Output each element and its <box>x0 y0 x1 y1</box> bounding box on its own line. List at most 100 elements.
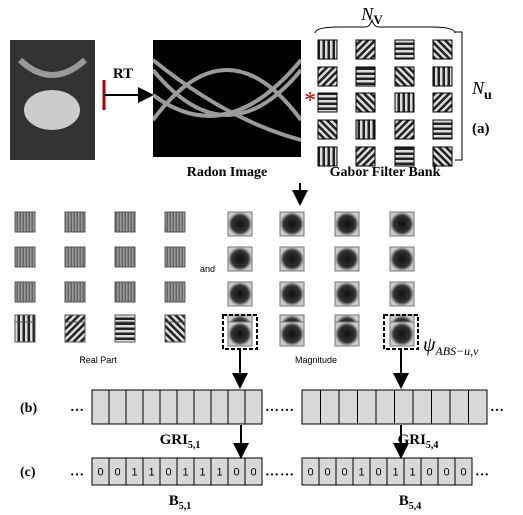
real-part <box>65 212 85 232</box>
magnitude <box>228 322 252 346</box>
real-part <box>165 212 185 232</box>
star: * <box>304 88 316 114</box>
diagram: RT * NV Nu (a) Radon Image Gabor Filter … <box>0 0 523 515</box>
gabor-filter <box>433 67 452 86</box>
cell <box>211 390 228 424</box>
xray-shape <box>24 90 80 130</box>
magnitude <box>390 322 414 346</box>
cell <box>450 390 469 424</box>
bit: 1 <box>199 467 205 479</box>
real-part <box>115 247 135 267</box>
gabor-filter <box>318 93 337 112</box>
real-part <box>15 322 35 342</box>
radon-caption: Radon Image <box>187 165 268 180</box>
bit: 0 <box>114 467 120 479</box>
bit: 1 <box>409 467 415 479</box>
bit: 0 <box>250 467 256 479</box>
magnitude <box>280 322 304 346</box>
cell <box>339 390 358 424</box>
real-part <box>115 322 135 342</box>
gabor-filter <box>433 120 452 139</box>
real-part <box>65 282 85 302</box>
ellipsis: … <box>265 465 279 480</box>
gri-right: GRI5,4 <box>398 432 439 451</box>
ellipsis: … <box>280 465 294 480</box>
bit: 1 <box>358 467 364 479</box>
cell <box>302 390 321 424</box>
gabor-filter <box>395 120 414 139</box>
rt-label: RT <box>113 66 133 82</box>
real-part <box>15 247 35 267</box>
cell <box>177 390 194 424</box>
bit: 1 <box>216 467 222 479</box>
a-label: (a) <box>472 121 490 137</box>
cell <box>376 390 395 424</box>
gabor-filter <box>395 40 414 59</box>
ellipsis: … <box>70 465 84 480</box>
cell <box>395 390 414 424</box>
ellipsis: … <box>280 400 294 415</box>
and-label: and <box>200 264 215 274</box>
gabor-filter <box>356 147 375 166</box>
gabor-filter <box>318 147 337 166</box>
cell <box>469 390 488 424</box>
gabor-filter <box>356 93 375 112</box>
magnitude-caption: Magnitude <box>295 355 337 365</box>
gabor-filter <box>395 67 414 86</box>
gabor-filter <box>433 147 452 166</box>
gabor-filter <box>318 67 337 86</box>
nu-label: Nu <box>471 78 492 103</box>
b-right: B5,4 <box>399 493 422 512</box>
real-part <box>165 247 185 267</box>
bit: 0 <box>460 467 466 479</box>
cell <box>245 390 262 424</box>
cell <box>413 390 432 424</box>
magnitude <box>335 247 359 271</box>
ellipsis: … <box>490 400 504 415</box>
magnitude <box>335 282 359 306</box>
b-label: (b) <box>20 401 37 416</box>
c-label: (c) <box>20 465 36 480</box>
magnitude <box>228 282 252 306</box>
cell <box>228 390 245 424</box>
real-part <box>115 212 135 232</box>
bit: 0 <box>443 467 449 479</box>
cell <box>109 390 126 424</box>
gri-left: GRI5,1 <box>160 432 201 451</box>
real-caption: Real Part <box>79 355 117 365</box>
cell <box>194 390 211 424</box>
radon-image <box>153 40 301 157</box>
magnitude <box>335 322 359 346</box>
gabor-filter <box>356 67 375 86</box>
cell <box>160 390 177 424</box>
gabor-filter <box>433 40 452 59</box>
real-part <box>115 282 135 302</box>
b-left: B5,1 <box>169 493 192 512</box>
bit: 0 <box>341 467 347 479</box>
cell <box>126 390 143 424</box>
real-part <box>15 212 35 232</box>
bit: 0 <box>97 467 103 479</box>
magnitude <box>280 282 304 306</box>
cell <box>432 390 451 424</box>
bit: 1 <box>148 467 154 479</box>
nv-label: NV <box>360 4 383 27</box>
gabor-filter <box>356 40 375 59</box>
bit: 0 <box>165 467 171 479</box>
bit: 0 <box>375 467 381 479</box>
bit: 0 <box>426 467 432 479</box>
gabor-caption: Gabor Filter Bank <box>330 165 441 180</box>
bit: 1 <box>131 467 137 479</box>
magnitude <box>390 282 414 306</box>
cell <box>92 390 109 424</box>
magnitude <box>390 247 414 271</box>
gabor-filter <box>395 147 414 166</box>
real-part <box>15 282 35 302</box>
magnitude <box>280 247 304 271</box>
gabor-filter <box>356 120 375 139</box>
bit: 0 <box>233 467 239 479</box>
magnitude <box>228 247 252 271</box>
bit: 0 <box>307 467 313 479</box>
real-part <box>165 282 185 302</box>
magnitude <box>228 212 252 236</box>
